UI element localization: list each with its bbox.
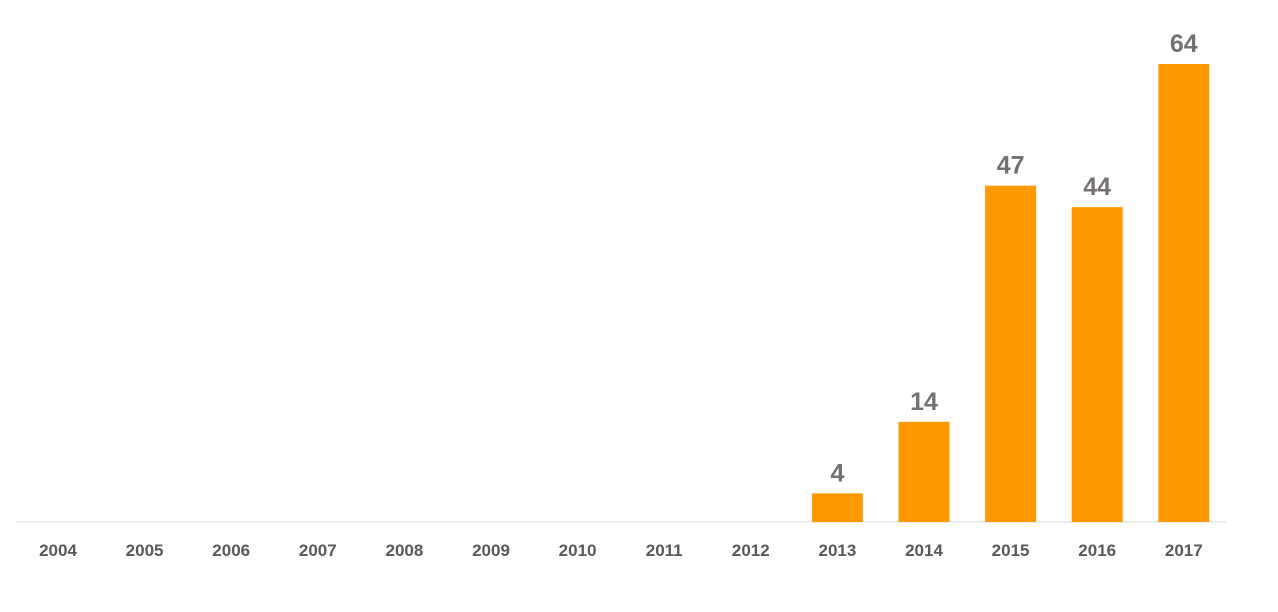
x-tick-label-2016: 2016 — [1078, 541, 1116, 560]
data-label-2017: 64 — [1170, 30, 1198, 58]
x-tick-label-2014: 2014 — [905, 541, 943, 560]
data-label-2013: 4 — [830, 459, 844, 487]
x-tick-label-2012: 2012 — [732, 541, 770, 560]
x-tick-label-2007: 2007 — [299, 541, 337, 560]
x-tick-label-2009: 2009 — [472, 541, 510, 560]
data-label-2016: 44 — [1083, 173, 1111, 201]
x-tick-label-2015: 2015 — [992, 541, 1030, 560]
x-tick-label-2017: 2017 — [1165, 541, 1203, 560]
data-labels-group: 4 14 47 44 64 — [830, 30, 1197, 487]
bars-group — [811, 64, 1210, 522]
bar-2013 — [811, 493, 863, 522]
bar-2015 — [985, 185, 1037, 522]
bar-2017 — [1158, 64, 1210, 522]
x-tick-label-2006: 2006 — [212, 541, 250, 560]
x-tick-label-2011: 2011 — [646, 541, 683, 560]
x-tick-label-2005: 2005 — [126, 541, 164, 560]
bar-2016 — [1071, 207, 1123, 522]
data-label-2014: 14 — [910, 388, 938, 416]
data-label-2015: 47 — [997, 152, 1025, 180]
x-tick-label-2013: 2013 — [818, 541, 856, 560]
bar-2014 — [898, 421, 950, 522]
x-tick-label-2004: 2004 — [39, 541, 77, 560]
x-tick-label-2008: 2008 — [385, 541, 423, 560]
x-tick-label-2010: 2010 — [559, 541, 597, 560]
x-tick-labels-group: 2004 2005 2006 2007 2008 2009 2010 2011 2012 2013… — [39, 541, 1203, 560]
